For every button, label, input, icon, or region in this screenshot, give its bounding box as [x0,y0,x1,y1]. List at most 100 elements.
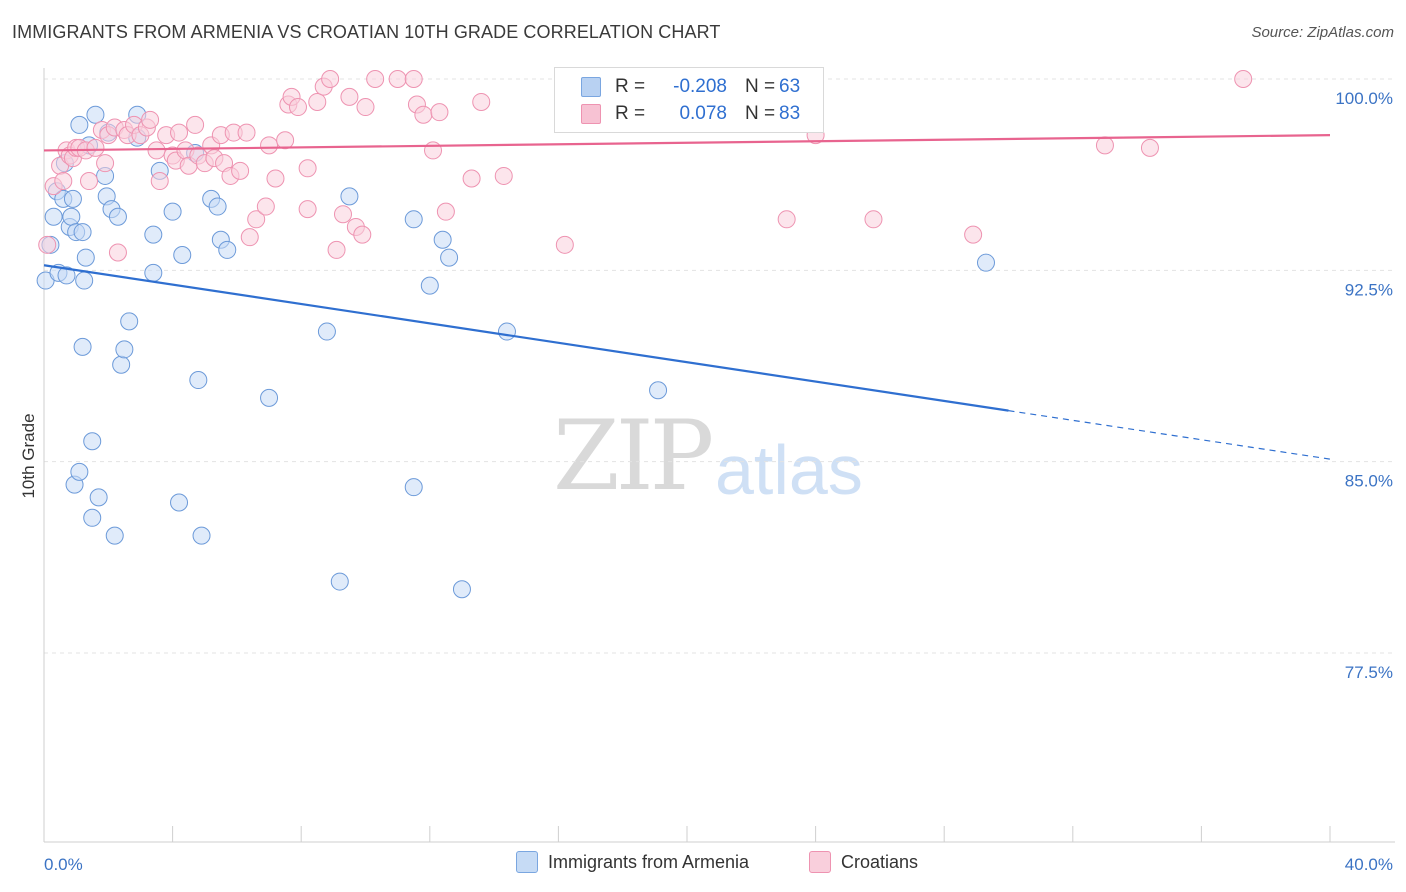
correlation-legend: R = -0.208 N = 63 R = 0.078 N = 83 [554,67,824,133]
data-point [108,207,127,226]
data-point [112,355,131,374]
data-point [964,225,983,244]
data-point [1234,70,1253,88]
data-point [144,225,163,244]
data-point [555,235,574,254]
data-point [75,271,94,290]
bottom-legend-swatch-croatians [809,851,831,873]
data-point [353,225,372,244]
data-point [266,169,285,188]
y-tick-label: 77.5% [1345,663,1393,682]
data-point [240,228,259,247]
trend-line-armenia [43,264,1009,412]
tick-labels: 100.0% 92.5% 85.0% 77.5% 0.0% 40.0% [44,89,1393,874]
chart-title: IMMIGRANTS FROM ARMENIA VS CROATIAN 10TH… [12,22,721,42]
data-point [192,526,211,545]
data-point [404,210,423,229]
legend-r-label: R = [615,103,646,124]
data-point [186,115,205,134]
bottom-legend-swatch-armenia [516,851,538,873]
data-point [777,210,796,229]
data-point [57,266,76,285]
data-point [73,223,92,242]
legend-r-value: 0.078 [679,103,727,124]
data-point [108,243,127,262]
data-point [115,340,134,359]
legend-n-label: N = [745,103,776,124]
data-point [237,123,256,142]
watermark-zip: ZIP [553,400,714,512]
data-point [70,462,89,481]
data-point [436,202,455,221]
data-point [120,312,139,331]
data-point [38,235,57,254]
y-tick-label: 92.5% [1345,280,1393,299]
data-point [141,110,160,129]
data-point [83,432,102,451]
data-point [276,131,295,150]
data-point [80,172,99,191]
data-point [54,172,73,191]
axes [43,68,1395,843]
series-immigrants-from-armenia [36,105,995,599]
data-point [150,172,169,191]
x-tick-label: 0.0% [44,855,83,874]
legend-row-croatians: R = 0.078 N = 83 [581,101,800,127]
watermark-atlas: atlas [715,431,863,509]
data-point [144,263,163,282]
legend-n-value: 83 [779,103,801,124]
data-point [173,246,192,265]
data-point [189,371,208,390]
data-point [260,136,279,155]
data-point [340,87,359,106]
data-point [472,92,491,111]
data-point [864,210,883,229]
data-point [404,478,423,497]
data-point [356,98,375,117]
data-point [170,123,189,142]
data-point [333,205,352,224]
data-point [70,115,89,134]
data-point [63,189,82,208]
chart-source: Source: ZipAtlas.com [1251,24,1394,41]
x-tick-label: 40.0% [1345,855,1393,874]
data-point [86,105,105,124]
data-point [76,248,95,267]
data-point [231,161,250,180]
bottom-legend-croatians: Croatians [809,851,918,873]
y-tick-label: 85.0% [1345,472,1393,491]
legend-r-label: R = [615,76,646,97]
data-point [497,322,516,341]
data-point [317,322,336,341]
data-point [414,105,433,124]
data-point [163,202,182,221]
data-point [321,70,340,88]
data-point [288,98,307,117]
data-point [462,169,481,188]
data-point [260,388,279,407]
data-point [147,141,166,160]
data-point [1140,138,1159,157]
data-point [83,508,102,527]
data-point [96,154,115,173]
data-point [1095,136,1114,155]
data-point [208,197,227,216]
data-point [430,103,449,122]
data-point [433,230,452,249]
data-point [330,572,349,591]
data-point [649,381,668,400]
data-point [340,187,359,206]
data-point [388,70,407,88]
data-point [44,207,63,226]
legend-swatch-croatians [581,104,601,124]
data-point [86,138,105,157]
data-point [73,337,92,356]
legend-n-value: 63 [779,76,801,97]
legend-r-value: -0.208 [673,76,727,97]
data-point [298,200,317,219]
data-point [105,526,124,545]
trend-lines [43,134,1331,460]
trend-line-croatians [43,134,1331,152]
data-point [366,70,385,88]
